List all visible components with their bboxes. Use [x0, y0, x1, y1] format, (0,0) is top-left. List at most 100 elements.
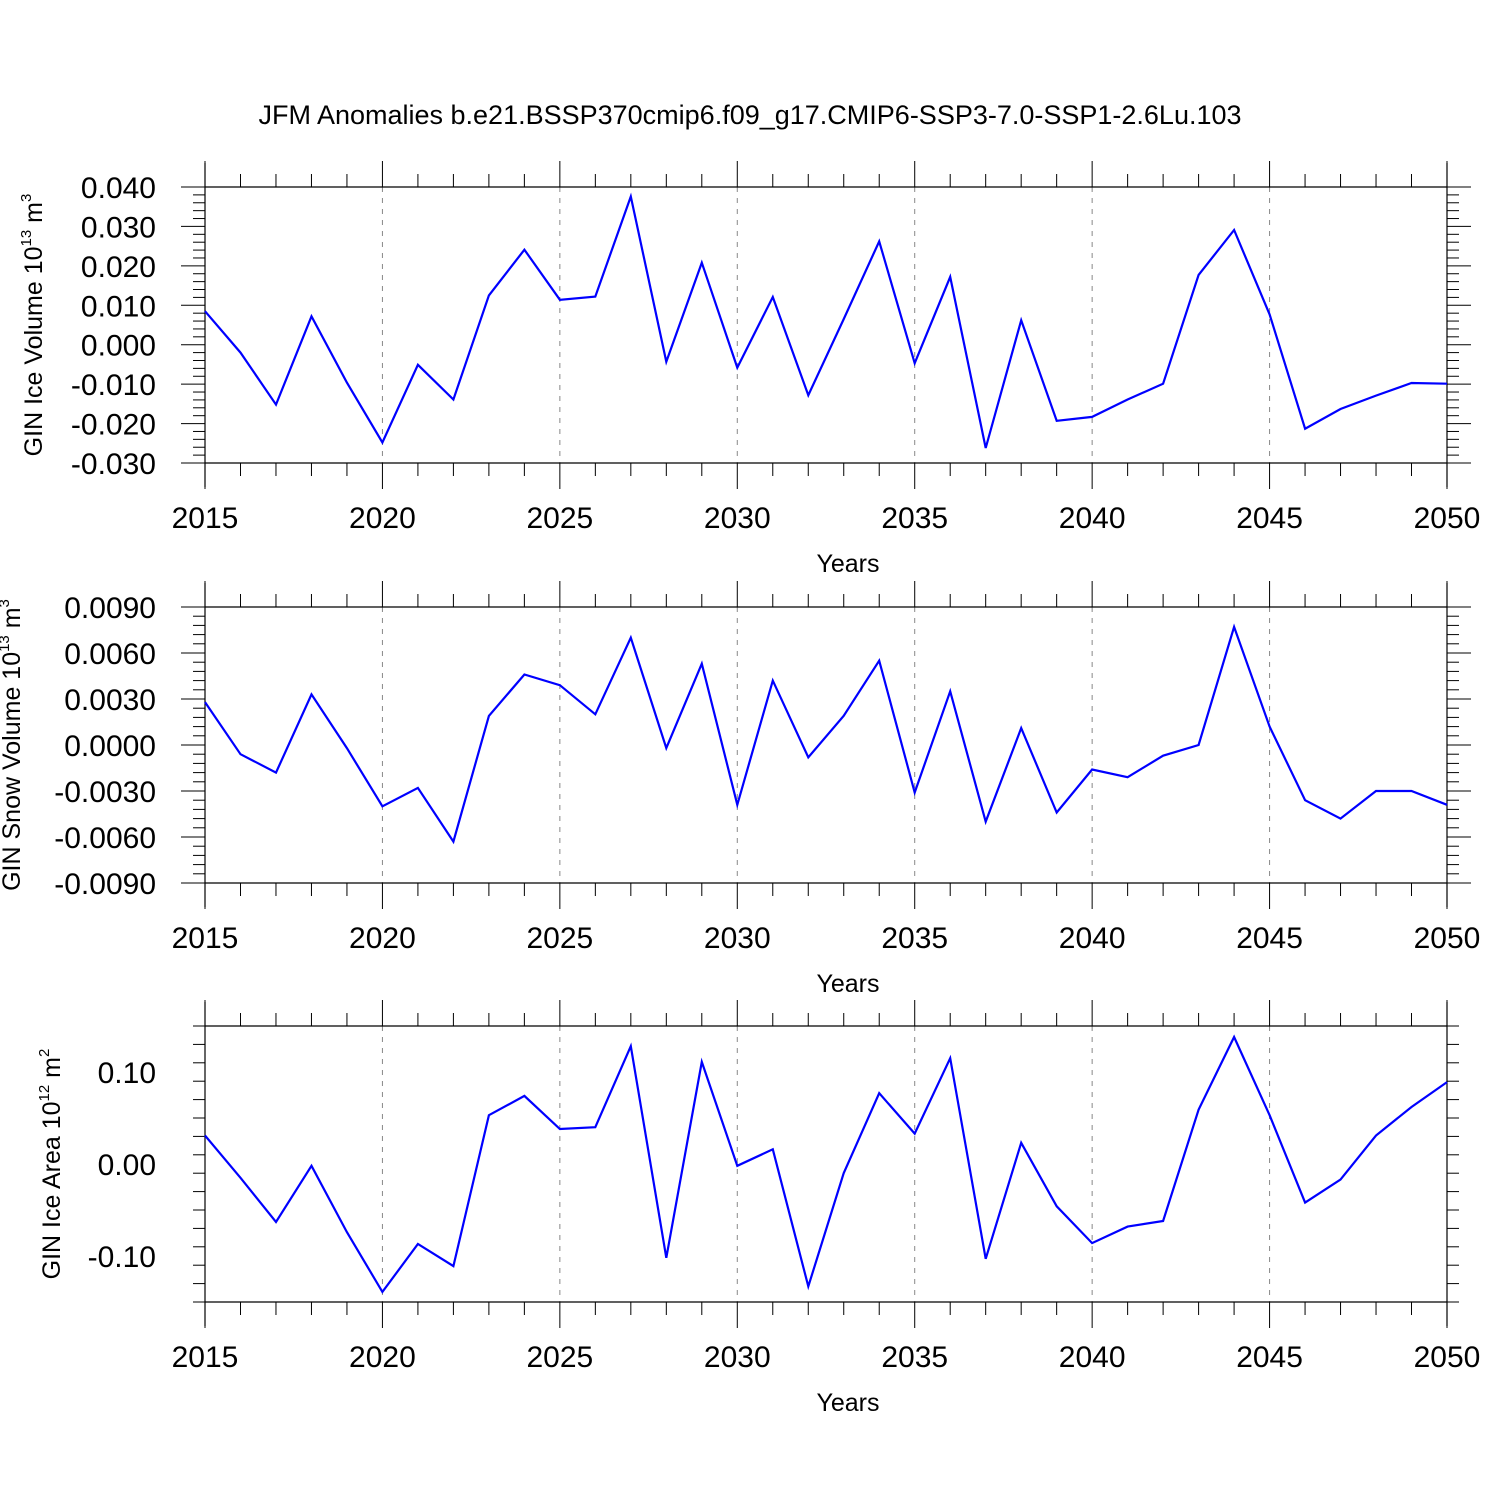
data-point — [1091, 416, 1093, 418]
data-point — [417, 364, 419, 366]
y-tick-label: -0.0030 — [54, 776, 156, 809]
panels: 2015 2020 2025 2030 2035 2040 2045 2050 0.040 0.0… — [0, 161, 1480, 1417]
y-tick-label: 0.040 — [81, 172, 156, 205]
y-tick-label: 0.00 — [98, 1149, 156, 1182]
y-tick-label: 0.0060 — [64, 638, 156, 671]
y-tick-label: 0.010 — [81, 290, 156, 323]
data-point — [701, 663, 703, 665]
x-tick-label: 2035 — [881, 502, 948, 535]
data-point — [1162, 383, 1164, 385]
data-point — [1127, 399, 1129, 401]
data-point — [594, 713, 596, 715]
data-point — [346, 382, 348, 384]
data-point — [204, 701, 206, 703]
x-tick-label: 2045 — [1236, 502, 1303, 535]
data-point — [701, 1061, 703, 1063]
y-tick-label: 0.0030 — [64, 684, 156, 717]
data-point — [559, 299, 561, 301]
data-point — [1269, 313, 1271, 315]
data-point — [310, 693, 312, 695]
x-tick-label: 2025 — [526, 922, 593, 955]
page-title: JFM Anomalies b.e21.BSSP370cmip6.f09_g17… — [258, 100, 1241, 130]
data-point — [1340, 408, 1342, 410]
data-point — [949, 690, 951, 692]
data-point — [665, 361, 667, 363]
y-axis-label: GIN Ice Area 1012 m2 — [36, 1049, 66, 1280]
data-point — [239, 352, 241, 354]
x-tick-label: 2045 — [1236, 922, 1303, 955]
data-point — [701, 262, 703, 264]
y-tick-label: -0.10 — [88, 1241, 156, 1274]
series-line — [204, 1034, 1448, 1294]
y-tick-label: -0.0060 — [54, 822, 156, 855]
data-point — [949, 1057, 951, 1059]
data-point — [1198, 274, 1200, 276]
data-point — [736, 1165, 738, 1167]
data-point — [949, 276, 951, 278]
data-point — [914, 362, 916, 364]
x-tick-label: 2020 — [349, 502, 416, 535]
data-point — [1162, 755, 1164, 757]
data-point — [985, 821, 987, 823]
data-point — [1091, 1242, 1093, 1244]
series-line — [204, 192, 1448, 449]
x-tick-label: 2050 — [1414, 922, 1481, 955]
data-point — [1375, 790, 1377, 792]
x-tick-label: 2030 — [704, 1341, 771, 1374]
data-point — [1198, 1109, 1200, 1111]
data-point — [843, 318, 845, 320]
y-tick-label: 0.030 — [81, 211, 156, 244]
data-point — [807, 394, 809, 396]
data-point — [1340, 1179, 1342, 1181]
y-tick-label: -0.010 — [71, 369, 156, 402]
y-tick-label: -0.020 — [71, 409, 156, 442]
x-tick-label: 2040 — [1059, 922, 1126, 955]
x-tick-label: 2025 — [526, 502, 593, 535]
x-tick-label: 2050 — [1414, 502, 1481, 535]
x-tick-label: 2030 — [704, 922, 771, 955]
y-tick-label: 0.0090 — [64, 592, 156, 625]
data-point — [1020, 1142, 1022, 1144]
data-point — [275, 404, 277, 406]
x-tick-label: 2015 — [172, 502, 239, 535]
data-point — [1233, 229, 1235, 231]
data-point — [310, 1165, 312, 1167]
data-point — [1411, 790, 1413, 792]
data-point — [1233, 626, 1235, 628]
x-tick-label: 2020 — [349, 1341, 416, 1374]
data-point — [1375, 1134, 1377, 1136]
data-point — [204, 1134, 206, 1136]
x-tick-label: 2020 — [349, 922, 416, 955]
data-point — [665, 1257, 667, 1259]
x-tick-label: 2050 — [1414, 1341, 1481, 1374]
data-point — [1198, 744, 1200, 746]
data-point — [1056, 1205, 1058, 1207]
data-point — [878, 1092, 880, 1094]
data-point — [559, 684, 561, 686]
y-tick-label: 0.0000 — [64, 730, 156, 763]
y-tick-label: 0.10 — [98, 1057, 156, 1090]
series-line — [204, 623, 1448, 845]
x-axis-label: Years — [816, 970, 879, 998]
data-point — [204, 310, 206, 312]
data-point — [1269, 726, 1271, 728]
data-point — [1127, 776, 1129, 778]
data-point — [985, 1258, 987, 1260]
data-point — [1375, 395, 1377, 397]
data-point — [630, 1045, 632, 1047]
x-tick-label: 2040 — [1059, 502, 1126, 535]
data-point — [1233, 1036, 1235, 1038]
data-point — [1056, 811, 1058, 813]
data-point — [346, 1231, 348, 1233]
x-axis-label: Years — [816, 1389, 879, 1417]
data-point — [985, 447, 987, 449]
data-point — [417, 787, 419, 789]
x-tick-label: 2015 — [172, 922, 239, 955]
data-point — [1446, 383, 1448, 385]
chart-panel-2: 2015 2020 2025 2030 2035 2040 2045 2050 0.0090 0.… — [0, 581, 1480, 998]
data-point — [736, 367, 738, 369]
data-point — [1020, 319, 1022, 321]
y-tick-label: 0.020 — [81, 251, 156, 284]
data-point — [1304, 799, 1306, 801]
data-point — [1411, 382, 1413, 384]
